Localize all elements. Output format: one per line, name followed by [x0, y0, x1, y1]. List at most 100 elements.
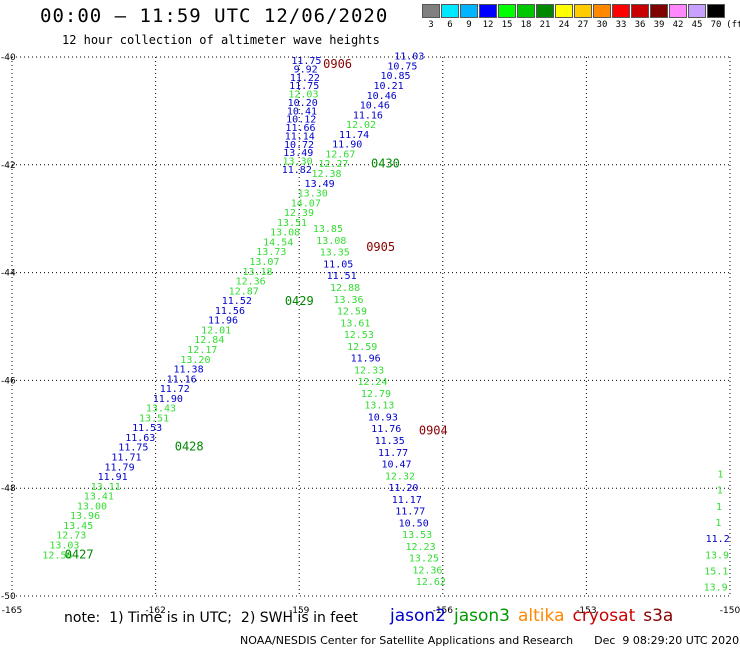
swh-value-label: 11.16 — [167, 374, 197, 385]
legend-bin-label: 70 — [710, 20, 722, 30]
legend-bin-label: 45 — [691, 20, 703, 30]
swh-value-label: 11.63 — [125, 433, 155, 444]
swh-value-label: 13.73 — [256, 247, 286, 258]
swh-value-label: 12.67 — [325, 149, 355, 160]
swh-value-label: 13.08 — [270, 228, 300, 239]
swh-value-label: 11.35 — [375, 436, 405, 447]
swh-value-label: 13.18 — [242, 267, 272, 278]
y-tick-label: -44 — [1, 269, 16, 279]
y-tick-label: -42 — [1, 161, 16, 171]
x-tick-label: -153 — [576, 606, 596, 616]
legend-swatch — [422, 4, 440, 18]
swh-value-label: 13.08 — [316, 236, 346, 247]
swh-value-label: 12.33 — [354, 365, 384, 376]
legend-bin-label: 9 — [466, 20, 472, 30]
satellite-legend: jason2 jason3 altika cryosat s3a — [390, 606, 681, 626]
legend-bin-label: 39 — [653, 20, 665, 30]
y-tick-label: -40 — [1, 53, 16, 63]
swh-value-label: 12.01 — [201, 325, 231, 336]
swh-value-label: 13.9 — [705, 550, 729, 561]
swh-value-label: 11.16 — [353, 110, 383, 121]
grid — [11, 56, 731, 597]
swh-value-label: 10.20 — [288, 98, 318, 109]
track-labels: 0906 0430 0905 0429 0904 0428 0427 — [65, 57, 448, 561]
swh-value-label: 11.77 — [378, 448, 408, 459]
track-time-label: 0904 — [419, 423, 448, 437]
swh-value-label: 13.00 — [77, 501, 107, 512]
swh-value-label: 13.07 — [249, 257, 279, 268]
legend-bin-label: 6 — [447, 20, 453, 30]
swh-value-label: 10.50 — [399, 518, 429, 529]
swh-value-label: 13.85 — [313, 224, 343, 235]
swh-value-label: 11.77 — [395, 507, 425, 518]
legend-swatch — [441, 4, 459, 18]
legend-swatch — [460, 4, 478, 18]
swh-value-label: 13.03 — [49, 540, 79, 551]
swh-value-label: 11.53 — [132, 423, 162, 434]
legend-bin-label: 33 — [615, 20, 627, 30]
x-tick-label: -150 — [720, 606, 740, 616]
track-time-label: 0429 — [285, 294, 314, 308]
satellite-name: jason2 — [390, 606, 446, 626]
swh-value-label: 11.14 — [285, 131, 315, 142]
legend-swatch — [517, 4, 535, 18]
swh-value-label: 11.72 — [160, 384, 190, 395]
swh-value-label: 12.87 — [229, 286, 259, 297]
swh-value-label: 11.66 — [285, 123, 315, 134]
swh-value-label: 12.53 — [344, 330, 374, 341]
track-time-label: 0430 — [371, 156, 400, 170]
swh-value-label: 13.61 — [340, 318, 370, 329]
swh-value-label: 15.1 — [704, 566, 728, 577]
swh-value-label: 1 — [717, 486, 723, 497]
legend-bin-label: 15 — [501, 20, 513, 30]
track-time-label: 0905 — [366, 240, 395, 254]
swh-value-label: 13.45 — [63, 521, 93, 532]
swh-value-label: 13.9 — [704, 583, 728, 594]
swh-value-label: 11.76 — [371, 424, 401, 435]
legend-bin-label: 3 — [428, 20, 434, 30]
swh-value-label: 13.53 — [402, 530, 432, 541]
swh-value-label: 11.96 — [351, 354, 381, 365]
page-title: 00:00 – 11:59 UTC 12/06/2020 — [40, 5, 389, 27]
legend-bin-label: 12 — [482, 20, 494, 30]
satellite-name: altika — [518, 606, 565, 626]
swh-value-label: 14.07 — [291, 198, 321, 209]
swh-value-label: 11.74 — [339, 130, 369, 141]
legend-bin-label: 30 — [596, 20, 608, 30]
legend-swatch — [555, 4, 573, 18]
track-time-label: 0427 — [65, 547, 94, 561]
credit-line: NOAA/NESDIS Center for Satellite Applica… — [240, 634, 740, 647]
swh-value-label: 12.59 — [337, 307, 367, 318]
satellite-name: jason3 — [454, 606, 510, 626]
swh-value-label: 13.49 — [305, 179, 335, 190]
swh-value-label: 11.91 — [98, 472, 128, 483]
swh-value-label: 11.71 — [111, 453, 141, 464]
legend-swatch — [688, 4, 706, 18]
swh-value-label: 13.13 — [364, 401, 394, 412]
swh-value-label: 11.56 — [215, 306, 245, 317]
axis-ticks: -165 -162 -159 -156 -153 -150 -40 -42 -44 -46 -48 -… — [1, 53, 740, 616]
swh-value-label: 10.85 — [380, 71, 410, 82]
legend-bin-label: 42 — [672, 20, 684, 30]
legend-bin-label: 36 — [634, 20, 646, 30]
swh-value-label: 12.03 — [288, 90, 318, 101]
swh-value-label: 12.62 — [416, 577, 446, 588]
legend-bin-label: 18 — [520, 20, 532, 30]
swh-value-label: 10.47 — [381, 460, 411, 471]
swh-value-label: 10.41 — [287, 106, 317, 117]
legend-swatch — [479, 4, 497, 18]
x-tick-label: -159 — [289, 606, 310, 616]
swh-value-label: 11.2 — [706, 534, 730, 545]
swh-value-label: 11.20 — [388, 483, 418, 494]
swh-value-label: 9.92 — [294, 64, 318, 75]
swh-value-label: 12.56 — [42, 550, 72, 561]
legend-swatch — [612, 4, 630, 18]
satellite-name: s3a — [643, 606, 674, 626]
track-time-label: 0428 — [175, 439, 204, 453]
satellite-name: cryosat — [572, 606, 636, 626]
swh-value-label: 12.32 — [385, 471, 415, 482]
swh-value-label: 10.46 — [367, 91, 397, 102]
swh-value-label: 10.12 — [286, 115, 316, 126]
swh-value-label: 13.51 — [277, 218, 307, 229]
